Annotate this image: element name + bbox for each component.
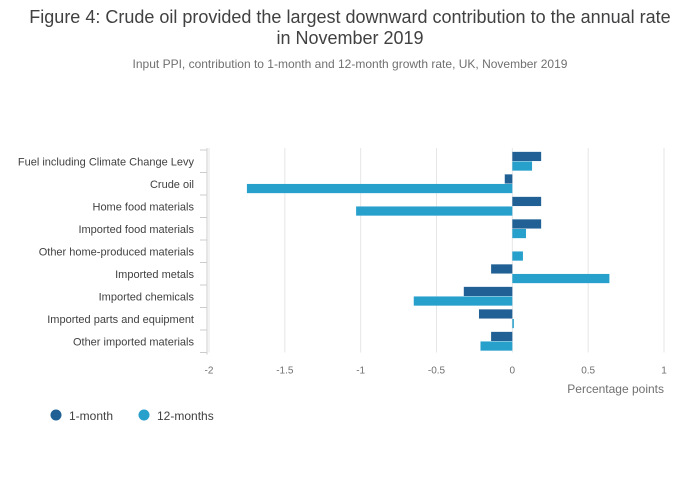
bar-one-month [504,174,513,184]
category-label: Crude oil [150,179,194,191]
category-label: Imported food materials [78,224,194,236]
x-tick-label: 0.5 [581,366,595,377]
bar-twelve-months [246,183,513,194]
chart-subtitle: Input PPI, contribution to 1-month and 1… [132,57,568,71]
legend: 1-month 12-months [50,409,214,423]
x-tick-label: 0 [510,366,516,377]
bar-one-month [512,219,542,229]
x-tick-label: -2 [205,366,214,377]
legend-marker [138,409,150,421]
bar-one-month [463,286,513,297]
x-axis-ticks: -2 -1.5 -1 -0.5 0 0.5 1 [205,366,668,377]
category-label: Other home-produced materials [39,246,195,258]
x-tick-label: -0.5 [428,366,446,377]
bar-twelve-months [413,296,513,306]
category-label: Imported chemicals [99,291,195,303]
bar-twelve-months [512,161,533,171]
bars [246,151,610,351]
bar-twelve-months [512,251,523,261]
bar-twelve-months [480,341,513,351]
x-tick-label: 1 [661,366,667,377]
category-label: Imported metals [115,269,194,281]
category-label: Other imported materials [73,336,195,348]
bar-twelve-months [356,206,513,216]
x-tick-label: -1 [356,366,365,377]
bar-one-month [512,196,542,207]
category-label: Home food materials [93,201,195,213]
bar-one-month [478,309,513,319]
category-label: Imported parts and equipment [47,314,194,326]
bar-one-month [491,331,513,342]
category-label: Fuel including Climate Change Levy [18,156,195,168]
bar-one-month [491,264,513,274]
legend-label: 12-months [157,409,214,423]
x-tick-label: -1.5 [276,366,294,377]
x-axis-label: Percentage points [567,382,664,396]
bar-twelve-months [512,273,610,284]
bar-twelve-months [512,228,526,239]
category-axis: Fuel including Climate Change Levy Crude … [18,148,208,355]
legend-label: 1-month [69,409,113,423]
chart-title: Figure 4: Crude oil provided the largest… [29,7,671,48]
gridlines [208,148,665,353]
bar-twelve-months [512,318,514,329]
legend-marker [50,409,62,421]
bar-one-month [512,151,542,162]
